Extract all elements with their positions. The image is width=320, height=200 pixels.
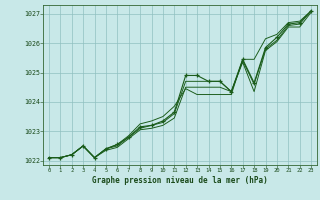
X-axis label: Graphe pression niveau de la mer (hPa): Graphe pression niveau de la mer (hPa)	[92, 176, 268, 185]
